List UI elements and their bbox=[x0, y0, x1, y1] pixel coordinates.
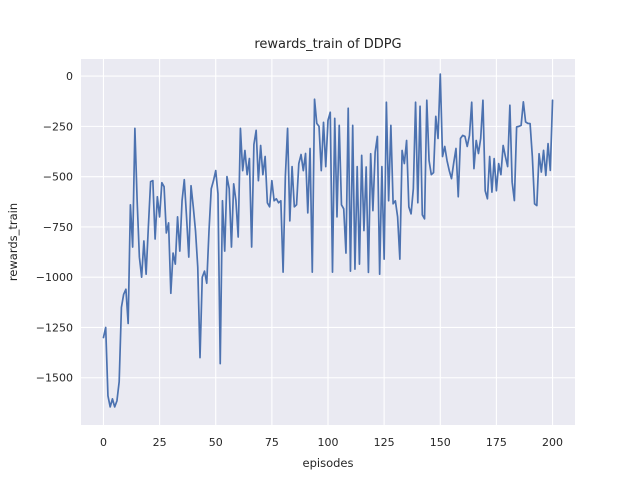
x-tick-label: 0 bbox=[100, 436, 107, 449]
x-axis-label: episodes bbox=[303, 456, 354, 470]
y-tick-label: −500 bbox=[43, 171, 73, 184]
x-tick-label: 75 bbox=[265, 436, 279, 449]
reward-line-series bbox=[102, 73, 554, 408]
x-axis-tick-labels: 0 25 50 75 100 125 150 175 200 bbox=[100, 436, 563, 449]
y-axis-tick-labels: 0 −250 −500 −750 −1000 −1250 −1500 bbox=[36, 70, 73, 385]
x-tick-label: 50 bbox=[209, 436, 223, 449]
x-tick-label: 175 bbox=[486, 436, 507, 449]
y-tick-label: −1000 bbox=[36, 271, 73, 284]
y-tick-label: −1250 bbox=[36, 321, 73, 334]
y-tick-label: −750 bbox=[43, 221, 73, 234]
y-tick-label: 0 bbox=[66, 70, 73, 83]
x-tick-label: 25 bbox=[153, 436, 167, 449]
x-tick-label: 100 bbox=[318, 436, 339, 449]
y-tick-label: −250 bbox=[43, 120, 73, 133]
chart-title: rewards_train of DDPG bbox=[254, 37, 401, 52]
y-tick-label: −1500 bbox=[36, 372, 73, 385]
x-tick-label: 200 bbox=[542, 436, 563, 449]
x-tick-label: 125 bbox=[374, 436, 395, 449]
x-tick-label: 150 bbox=[430, 436, 451, 449]
y-axis-label: rewards_train bbox=[6, 203, 20, 281]
